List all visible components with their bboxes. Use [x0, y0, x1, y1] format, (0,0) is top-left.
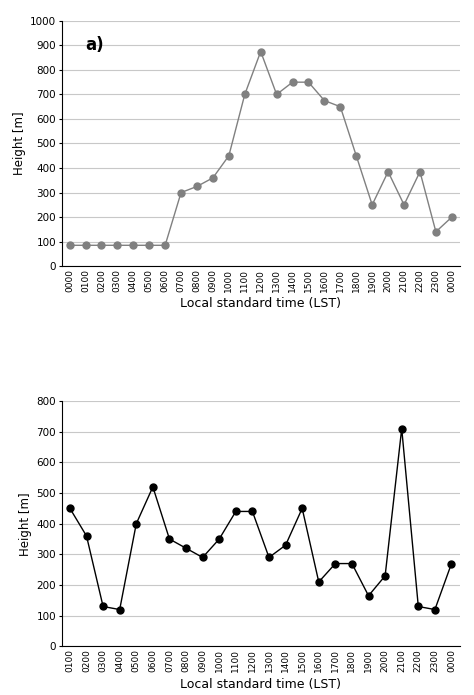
X-axis label: Local standard time (LST): Local standard time (LST) — [180, 678, 341, 691]
Text: a): a) — [85, 35, 104, 54]
Y-axis label: Height [m]: Height [m] — [13, 112, 26, 175]
Y-axis label: Height [m]: Height [m] — [19, 492, 32, 555]
X-axis label: Local standard time (LST): Local standard time (LST) — [180, 297, 341, 311]
